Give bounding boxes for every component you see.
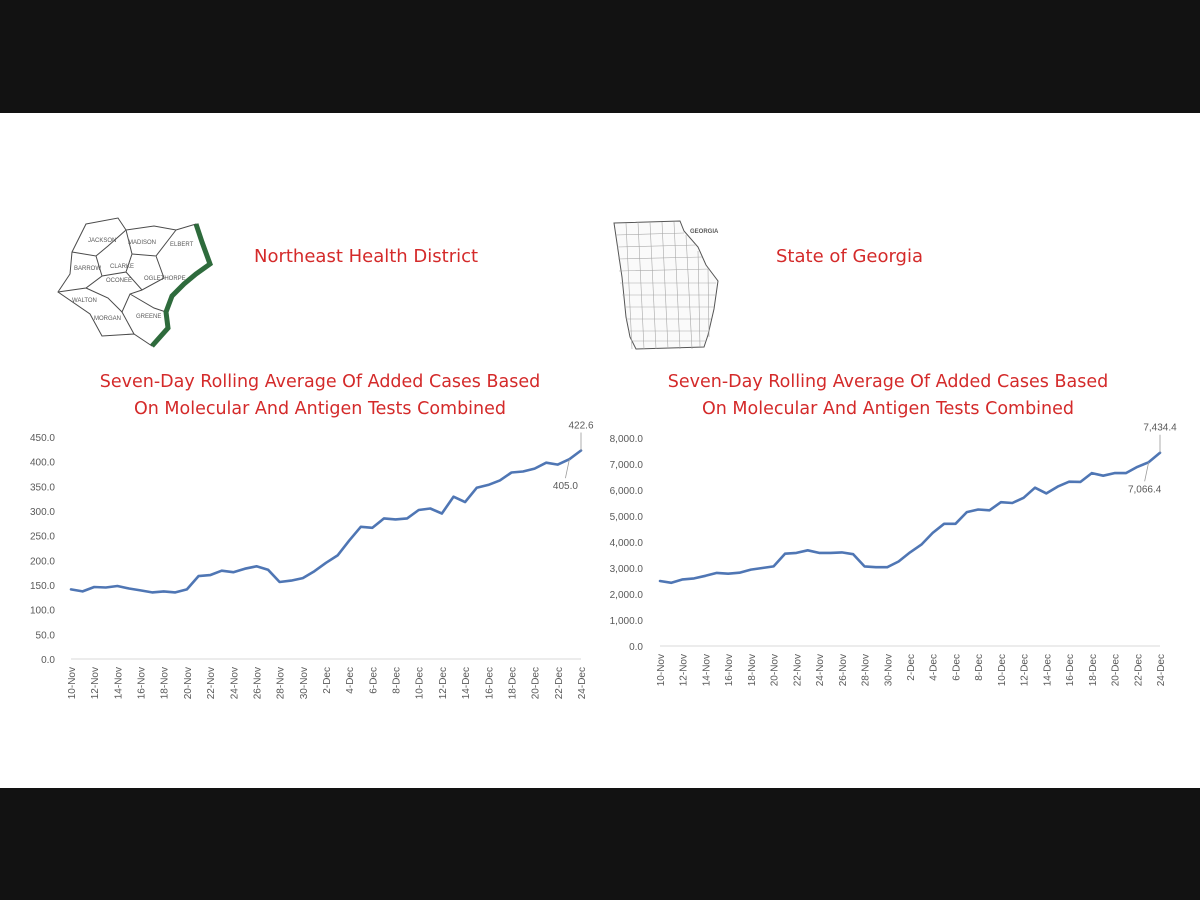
map-label-walton: WALTON	[72, 298, 97, 304]
left-x-tick-label: 20-Nov	[183, 667, 194, 699]
map-label-barrow: BARROW	[74, 266, 101, 272]
map-label-clarke: CLARKE	[110, 264, 134, 270]
map-label-oglethorpe: OGLETHORPE	[144, 276, 186, 282]
left-x-tick-label: 4-Dec	[345, 667, 356, 694]
left-y-tick-label: 300.0	[30, 507, 55, 518]
right-chart-title: Seven-Day Rolling Average Of Added Cases…	[628, 369, 1148, 423]
left-y-tick-label: 0.0	[41, 655, 55, 666]
map-label-elbert: ELBERT	[170, 242, 194, 248]
left-chart-title: Seven-Day Rolling Average Of Added Cases…	[60, 369, 580, 423]
left-chart-title-line1: Seven-Day Rolling Average Of Added Cases…	[99, 372, 541, 392]
right-chart-title-line1: Seven-Day Rolling Average Of Added Cases…	[667, 372, 1109, 392]
left-y-tick-label: 100.0	[30, 606, 55, 617]
left-heading: Northeast Health District	[254, 246, 479, 267]
left-x-tick-label: 22-Dec	[554, 667, 565, 699]
left-y-tick-label: 350.0	[30, 482, 55, 493]
map-label-oconee: OCONEE	[106, 278, 132, 284]
left-data-label: 422.6	[568, 421, 593, 432]
left-x-tick-label: 20-Dec	[531, 667, 542, 699]
left-line-chart: 0.0 50.0 100.0 150.0 200.0 250.0 300.0 350.0 400…	[30, 421, 594, 700]
left-x-tick-label: 22-Nov	[206, 667, 217, 699]
left-x-tick-label: 12-Dec	[438, 667, 449, 699]
left-x-tick-label: 14-Dec	[461, 667, 472, 699]
left-x-tick-label: 18-Dec	[507, 667, 518, 699]
left-chart-title-line2: On Molecular And Antigen Tests Combined	[133, 399, 507, 419]
left-y-tick-label: 450.0	[30, 433, 55, 444]
left-x-tick-label: 24-Nov	[229, 667, 240, 699]
left-data-label-leader	[565, 459, 570, 479]
georgia-map: GEORGIA	[613, 220, 719, 350]
left-x-tick-label: 10-Nov	[67, 667, 78, 699]
left-y-tick-label: 150.0	[30, 581, 55, 592]
georgia-map-label: GEORGIA	[690, 229, 719, 235]
left-x-tick-label: 16-Dec	[484, 667, 495, 699]
map-label-madison: MADISON	[128, 240, 156, 246]
right-chart-title-line2: On Molecular And Antigen Tests Combined	[701, 399, 1075, 419]
left-x-tick-label: 6-Dec	[368, 667, 379, 694]
left-x-tick-label: 18-Nov	[160, 667, 171, 699]
left-x-tick-label: 2-Dec	[322, 667, 333, 694]
left-x-tick-label: 8-Dec	[392, 667, 403, 694]
slide: JACKSON MADISON ELBERT BARROW CLARKE OCO…	[0, 113, 1200, 788]
left-y-tick-label: 50.0	[36, 630, 56, 641]
left-x-tick-label: 30-Nov	[299, 667, 310, 699]
left-x-tick-label: 26-Nov	[252, 667, 263, 699]
left-data-label: 405.0	[553, 481, 578, 492]
left-series-line	[69, 449, 583, 594]
left-x-tick-label: 12-Nov	[90, 667, 101, 699]
northeast-district-map: JACKSON MADISON ELBERT BARROW CLARKE OCO…	[57, 217, 213, 348]
left-y-tick-label: 200.0	[30, 556, 55, 567]
map-label-greene: GREENE	[136, 314, 161, 320]
left-x-tick-label: 28-Nov	[276, 667, 287, 699]
right-heading: State of Georgia	[776, 246, 924, 267]
left-y-tick-label: 400.0	[30, 458, 55, 469]
map-label-jackson: JACKSON	[88, 238, 116, 244]
left-x-tick-label: 16-Nov	[137, 667, 148, 699]
left-x-tick-label: 14-Nov	[113, 667, 124, 699]
left-y-tick-label: 250.0	[30, 532, 55, 543]
map-label-morgan: MORGAN	[94, 316, 121, 322]
left-x-tick-label: 10-Dec	[415, 667, 426, 699]
left-x-tick-label: 24-Dec	[577, 667, 588, 699]
